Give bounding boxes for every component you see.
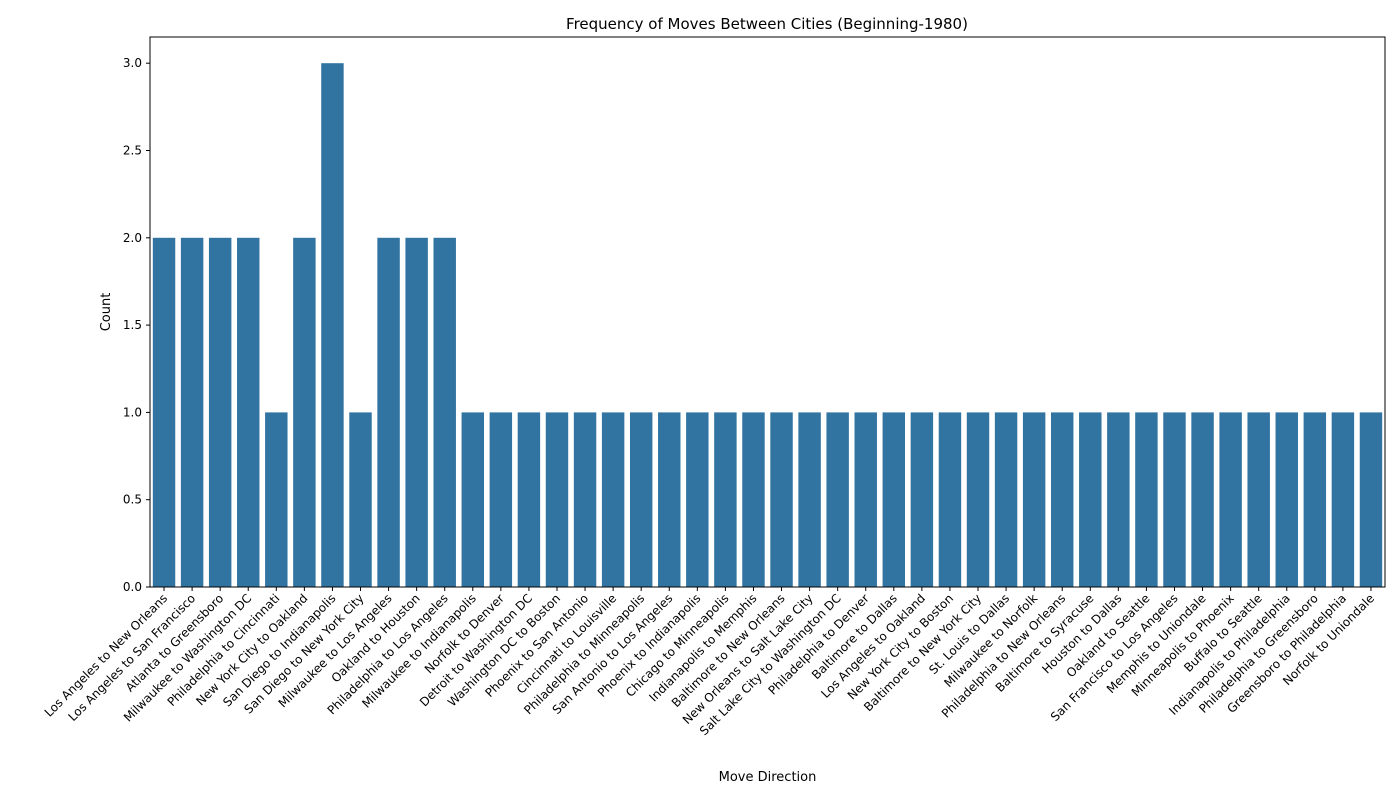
bar-34: [1107, 412, 1130, 587]
bar-21: [742, 412, 765, 587]
bar-14: [545, 412, 569, 587]
bar-38: [1219, 412, 1242, 587]
bar-15: [573, 412, 597, 587]
bar-29: [966, 412, 990, 587]
bar-13: [517, 412, 541, 587]
bar-23: [798, 412, 821, 587]
bar-27: [910, 412, 934, 587]
y-tick-label: 2.0: [123, 231, 142, 245]
bar-42: [1331, 412, 1355, 587]
bar-24: [826, 412, 849, 587]
bar-11: [461, 412, 485, 587]
bar-3: [237, 237, 260, 588]
bar-36: [1163, 412, 1186, 587]
bar-33: [1079, 412, 1102, 587]
y-tick-label: 1.5: [123, 318, 142, 332]
bar-19: [686, 412, 709, 587]
bar-31: [1022, 412, 1046, 587]
bar-8: [377, 237, 400, 588]
bar-18: [658, 412, 681, 587]
bar-41: [1303, 412, 1327, 587]
bar-26: [882, 412, 906, 587]
chart-title: Frequency of Moves Between Cities (Begin…: [566, 15, 968, 33]
bar-39: [1247, 412, 1270, 587]
bar-1: [180, 237, 204, 588]
bar-22: [770, 412, 793, 587]
bar-10: [433, 237, 456, 588]
bar-40: [1275, 412, 1298, 587]
bar-0: [152, 237, 176, 588]
bar-43: [1359, 412, 1383, 587]
y-tick-label: 2.5: [123, 143, 142, 157]
bars-layer: [152, 63, 1383, 588]
bar-30: [994, 412, 1018, 587]
bar-12: [489, 412, 513, 587]
bar-32: [1050, 412, 1074, 587]
y-tick-label: 0.5: [123, 493, 142, 507]
y-tick-label: 0.0: [123, 580, 142, 594]
bar-2: [208, 237, 232, 588]
bar-16: [601, 412, 625, 587]
bar-4: [265, 412, 288, 587]
y-tick-label: 3.0: [123, 56, 142, 70]
bar-20: [714, 412, 737, 587]
bar-7: [349, 412, 372, 587]
bar-37: [1191, 412, 1214, 587]
bar-6: [321, 63, 344, 587]
bar-17: [629, 412, 653, 587]
bar-25: [854, 412, 877, 587]
bar-28: [938, 412, 962, 587]
y-axis-title: Count: [99, 293, 114, 332]
x-axis-title: Move Direction: [719, 770, 817, 785]
bar-5: [293, 237, 316, 588]
plot-frame: [149, 36, 1386, 588]
bar-9: [405, 237, 428, 588]
y-tick-label: 1.0: [123, 405, 142, 419]
y-axis: 0.0 0.5 1.0 1.5 2.0 2.5 3.0: [123, 56, 150, 594]
bar-35: [1135, 412, 1158, 587]
